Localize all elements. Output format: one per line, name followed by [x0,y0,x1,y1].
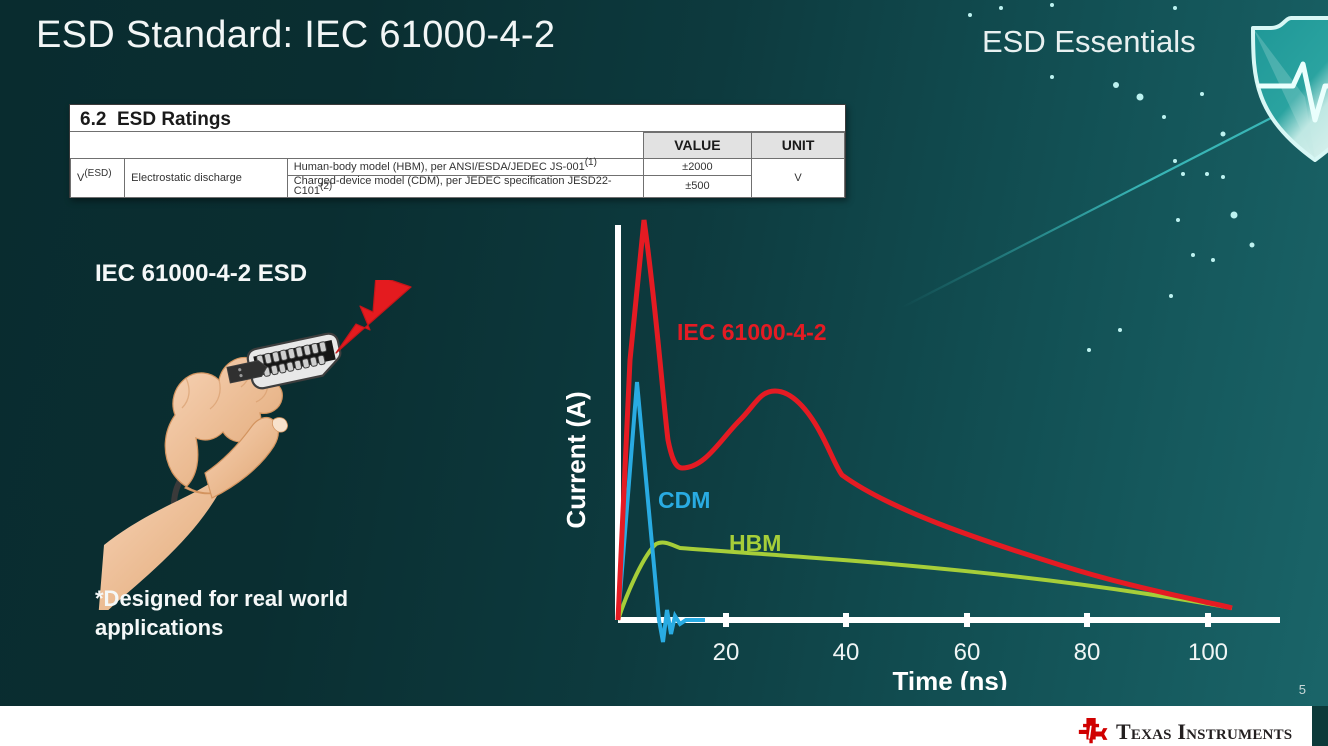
svg-text:100: 100 [1188,639,1228,666]
svg-text:20: 20 [713,639,740,666]
svg-text:40: 40 [833,639,860,666]
svg-text:CDM: CDM [658,487,710,513]
svg-text:HBM: HBM [729,530,781,556]
svg-text:80: 80 [1074,639,1101,666]
svg-text:Time (ns): Time (ns) [892,666,1007,690]
svg-text:Current (A): Current (A) [561,391,591,528]
svg-text:60: 60 [954,639,981,666]
svg-text:IEC 61000-4-2: IEC 61000-4-2 [677,319,827,345]
